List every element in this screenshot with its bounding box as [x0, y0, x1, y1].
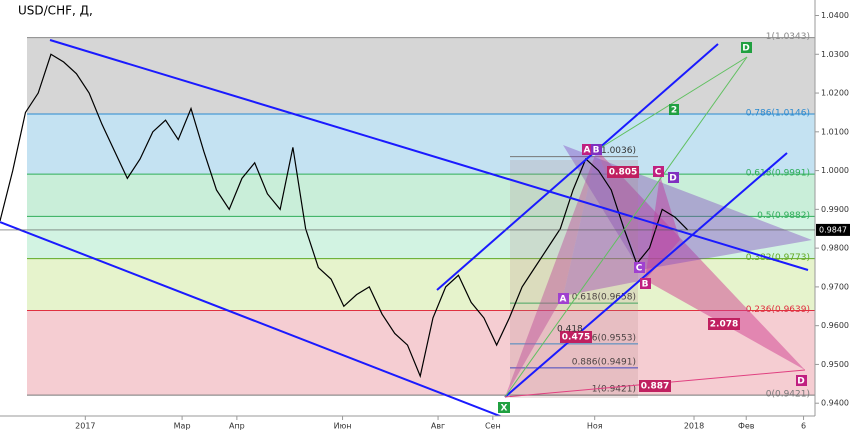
fib-label: 0.382(0.9773) — [746, 253, 810, 263]
point-badge — [796, 375, 807, 386]
pattern-leg — [563, 150, 645, 296]
symbol[interactable]: USD/CHF, Д, — [18, 4, 93, 18]
channel-line — [0, 221, 511, 421]
ratio-badge — [639, 380, 671, 392]
fib-band — [27, 174, 815, 217]
ratio-label: 0.475 — [562, 333, 590, 343]
channel-line — [436, 43, 719, 291]
x-tick-label: Авг — [431, 422, 445, 431]
x-tick-label: Сен — [485, 422, 501, 431]
y-tick-label: 1.0000 — [821, 166, 849, 175]
y-tick-label: 1.0300 — [821, 50, 849, 59]
fib-label: 0.618(0.9658) — [572, 293, 636, 303]
point-badge — [634, 262, 645, 273]
y-tick-label: 1.0200 — [821, 89, 849, 98]
point-badge — [558, 293, 569, 304]
time-axis — [0, 416, 850, 434]
last-price-label: 0.9847 — [819, 225, 847, 234]
fib-label: 0.886(0.9491) — [572, 357, 636, 367]
fib-band — [27, 310, 815, 396]
x-tick-label: 6 — [801, 422, 806, 431]
ratio-label: 2 — [671, 106, 677, 116]
ratio-label: 0.418 — [557, 325, 583, 335]
price-axis — [815, 0, 850, 434]
ratio-label: 0.805 — [609, 168, 637, 178]
point-badge — [498, 402, 510, 413]
fib-label: 1(0.9421) — [592, 385, 636, 395]
y-tick-label: 1.0100 — [821, 127, 849, 136]
ratio-badge — [708, 318, 740, 330]
point-label: D — [797, 377, 804, 387]
fib-label: 0.786(1.0146) — [746, 108, 810, 118]
y-tick-label: 0.9600 — [821, 321, 849, 330]
y-tick-label: 0.9700 — [821, 282, 849, 291]
point-label: B — [642, 280, 649, 290]
fib-label: 0(0.9421) — [766, 390, 810, 400]
channel-line — [504, 152, 788, 398]
point-label: A — [584, 146, 591, 156]
ratio-badge — [560, 331, 592, 343]
y-tick-label: 0.9800 — [821, 244, 849, 253]
point-label: D — [742, 44, 749, 54]
channel-line — [49, 39, 809, 271]
point-badge — [640, 278, 651, 289]
x-tick-label: Апр — [229, 422, 245, 431]
pattern-leg — [597, 150, 805, 370]
ratio-label: 0.887 — [641, 382, 669, 392]
projection — [504, 56, 748, 398]
fib-band — [27, 37, 815, 114]
header-bar — [0, 0, 815, 20]
fib-label: 0.5(0.9882) — [757, 211, 810, 221]
y-tick-label: 1.0400 — [821, 11, 849, 20]
last-price-tag — [816, 223, 850, 236]
price-line — [0, 53, 689, 379]
fib-label: 1(1.0343) — [766, 32, 810, 42]
point-label: C — [655, 168, 662, 178]
x-tick-label: 2018 — [684, 422, 704, 431]
fib-label: 0.618(0.9991) — [746, 169, 810, 179]
fib-band — [27, 113, 815, 175]
x-tick-label: Июн — [334, 422, 352, 431]
ratio-badge — [607, 166, 639, 178]
fib-label: 0.786(0.9553) — [572, 333, 636, 343]
projection — [596, 56, 748, 151]
pattern-leg — [645, 175, 680, 280]
x-tick-label: 2017 — [75, 422, 95, 431]
point-label: D — [669, 174, 676, 184]
x-tick-label: Ноя — [587, 422, 603, 431]
point-label: A — [560, 295, 567, 305]
point-label: B — [593, 146, 600, 156]
point-badge — [668, 172, 679, 183]
fib-label: 0(1.0036) — [592, 146, 636, 156]
point-label: X — [501, 404, 508, 414]
x-tick-label: Мар — [174, 422, 191, 431]
y-tick-label: 0.9900 — [821, 205, 849, 214]
fib-label: 0.236(0.9639) — [746, 305, 810, 315]
ratio-badge — [669, 104, 679, 115]
pattern-leg — [505, 150, 597, 397]
x-tick-label: Фев — [738, 422, 755, 431]
y-tick-label: 0.9400 — [821, 399, 849, 408]
ratio-label: 2.078 — [710, 320, 738, 330]
y-tick-label: 0.9500 — [821, 360, 849, 369]
point-badge — [582, 144, 593, 155]
point-label: C — [636, 264, 643, 274]
point-badge — [653, 166, 664, 177]
point-badge — [591, 144, 602, 155]
point-badge — [741, 42, 752, 53]
